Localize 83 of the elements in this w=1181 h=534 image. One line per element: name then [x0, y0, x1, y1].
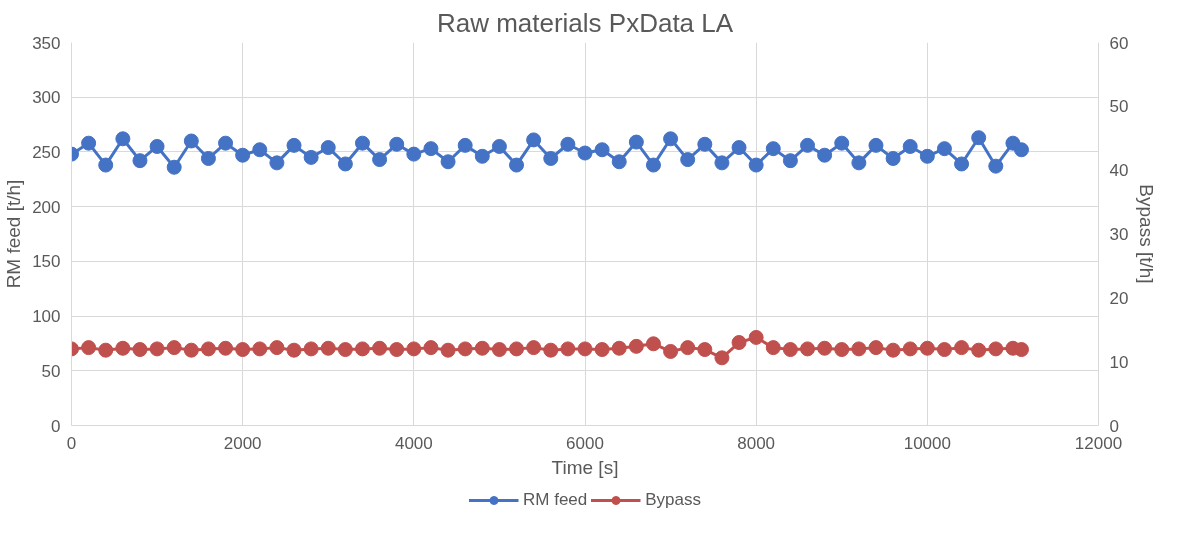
point	[218, 135, 234, 151]
point	[200, 151, 216, 166]
point	[645, 157, 661, 173]
y2-tick-label: 60	[1109, 33, 1129, 53]
point	[269, 155, 285, 171]
point	[166, 159, 182, 175]
y-tick-label: 100	[32, 307, 61, 327]
x-tick-label: 0	[66, 433, 77, 453]
point	[748, 157, 764, 173]
point	[560, 136, 576, 152]
point	[491, 138, 507, 154]
point	[697, 136, 713, 152]
y-tick-label: 50	[41, 361, 61, 381]
point	[354, 135, 370, 151]
point	[252, 142, 268, 158]
y2-tick-label: 30	[1109, 225, 1129, 244]
y-axis-title: RM feed [t/h]	[3, 179, 25, 289]
y2-axis-title: Bypass [t/h]	[1136, 184, 1158, 284]
y2-tick-label: 40	[1109, 161, 1129, 181]
y-tick-label: 150	[32, 252, 61, 272]
legend-label: RM feed	[523, 490, 588, 510]
x-tick-label: 10000	[903, 433, 951, 453]
point	[372, 152, 388, 168]
y-tick-label: 350	[32, 33, 61, 53]
point	[765, 141, 781, 157]
y2-tick-label: 0	[1109, 416, 1119, 436]
point	[81, 135, 97, 151]
point	[834, 135, 850, 151]
point	[1013, 142, 1029, 158]
point	[919, 148, 935, 164]
point	[389, 136, 405, 152]
point	[714, 155, 730, 171]
point	[286, 137, 302, 153]
point	[526, 132, 542, 148]
point	[577, 145, 593, 161]
point	[303, 149, 319, 165]
point	[474, 148, 490, 164]
point	[98, 157, 114, 173]
point	[936, 141, 952, 157]
point	[885, 151, 901, 166]
point	[440, 154, 456, 170]
point	[680, 152, 696, 168]
y-tick-label: 0	[51, 416, 61, 436]
x-tick-label: 6000	[566, 433, 604, 453]
x-tick-label: 12000	[1074, 433, 1123, 453]
point	[731, 140, 747, 156]
point	[457, 137, 473, 153]
point	[132, 153, 148, 169]
point	[868, 137, 884, 153]
point	[594, 142, 610, 158]
point	[663, 131, 679, 147]
point	[320, 140, 336, 156]
chart-title: Raw materials PxData LA	[436, 7, 734, 38]
y-tick-label: 300	[32, 88, 61, 108]
point	[115, 131, 131, 147]
point	[235, 147, 251, 163]
y-tick-label: 250	[32, 142, 61, 162]
y2-tick-label: 20	[1109, 288, 1129, 308]
point	[543, 151, 559, 166]
point	[782, 153, 798, 169]
point	[406, 146, 422, 162]
point	[509, 157, 525, 173]
point	[954, 156, 970, 172]
point	[183, 133, 199, 149]
point	[851, 155, 867, 171]
point	[902, 138, 918, 154]
x-tick-label: 4000	[394, 433, 433, 453]
point	[423, 141, 439, 157]
point	[628, 134, 644, 150]
point	[800, 137, 816, 153]
point	[337, 156, 353, 172]
y2-tick-label: 50	[1109, 97, 1129, 117]
point	[971, 130, 987, 146]
x-axis-title: Time [s]	[551, 456, 619, 478]
point	[988, 158, 1004, 174]
point	[611, 154, 627, 170]
y-tick-label: 200	[32, 197, 61, 217]
y2-tick-label: 10	[1109, 352, 1129, 372]
x-tick-label: 2000	[223, 433, 262, 453]
point	[149, 138, 165, 154]
legend-label: Bypass	[645, 490, 701, 510]
x-tick-label: 8000	[737, 433, 776, 453]
point	[817, 147, 833, 163]
